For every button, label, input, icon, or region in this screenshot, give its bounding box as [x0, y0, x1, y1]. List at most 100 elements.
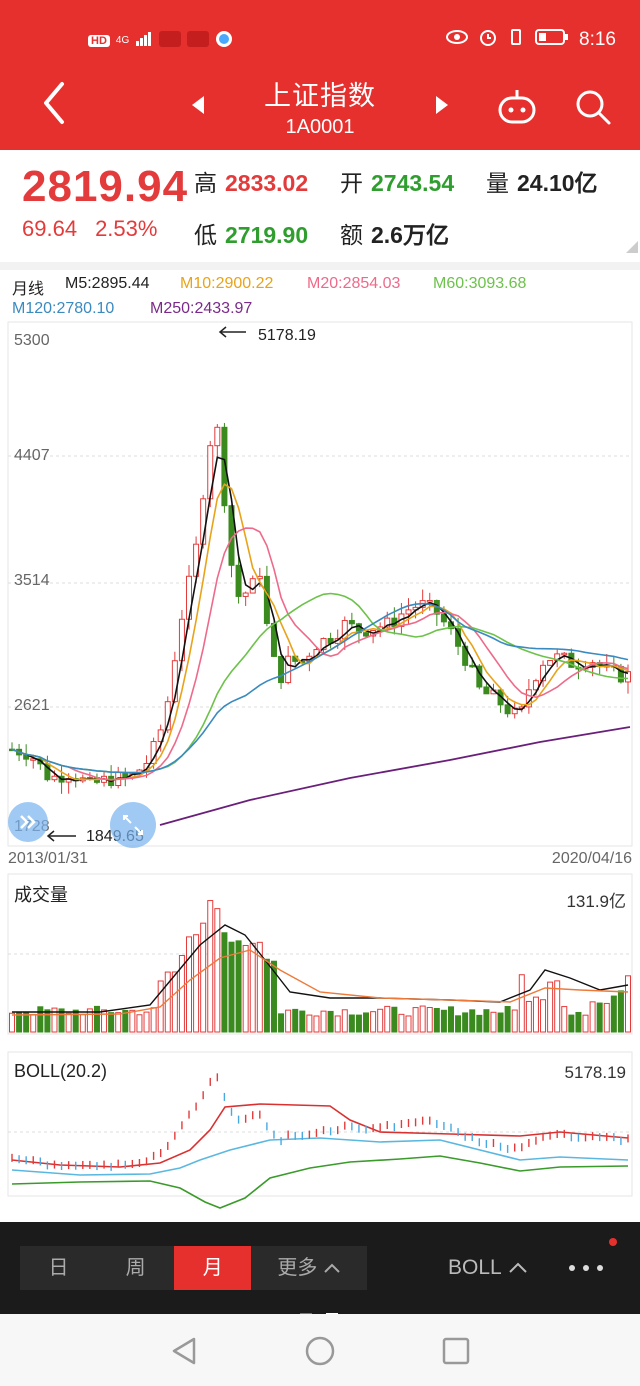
- volume-bar: [37, 1006, 44, 1033]
- robot-assistant-icon[interactable]: [498, 88, 536, 129]
- nav-home-icon[interactable]: [305, 1336, 335, 1371]
- volume-bar: [313, 1015, 320, 1033]
- tab-month[interactable]: 月: [174, 1246, 252, 1290]
- volume-bar: [249, 942, 256, 1033]
- volume-bar: [412, 1007, 419, 1033]
- volume-bar: [370, 1011, 377, 1033]
- back-button[interactable]: [38, 80, 68, 131]
- volume-bar: [440, 1009, 447, 1033]
- candle-body: [405, 609, 412, 615]
- volume-bar: [115, 1012, 122, 1033]
- volume-bar: [596, 1002, 603, 1033]
- volume-bar: [589, 1001, 596, 1033]
- y-tick-label: 4407: [14, 447, 50, 464]
- ma10-line: [11, 483, 629, 781]
- fullscreen-button[interactable]: [110, 802, 156, 848]
- kline-chart-area[interactable]: 月线 M5:2895.44 M10:2900.22 M20:2854.03 M6…: [0, 270, 640, 1220]
- volume-bar: [554, 980, 561, 1033]
- app-notification-icon: [187, 31, 210, 50]
- change-percent: 2.53%: [95, 216, 158, 241]
- candle-body: [440, 613, 447, 623]
- app-header: HD 4G 8:16 上证指数 1A0001: [0, 0, 640, 150]
- boll-panel-frame: [7, 1051, 633, 1197]
- volume-bar: [136, 1014, 143, 1033]
- ma250-legend: M250:2433.97: [150, 300, 253, 317]
- volume-bar: [65, 1012, 72, 1033]
- tab-week[interactable]: 周: [125, 1257, 146, 1279]
- ma60-legend: M60:3093.68: [433, 275, 527, 292]
- nav-recents-icon[interactable]: [442, 1337, 470, 1370]
- boll-max-label: 5178.19: [564, 1063, 626, 1082]
- next-stock-button[interactable]: [434, 94, 450, 121]
- candle-body: [363, 632, 370, 637]
- volume-bar: [23, 1012, 30, 1033]
- current-price: 2819.94: [22, 162, 189, 211]
- y-tick-label: 2621: [14, 697, 50, 714]
- previous-stock-button[interactable]: [190, 94, 206, 121]
- volume-bar: [525, 1000, 532, 1033]
- volume-bar: [540, 999, 547, 1033]
- volume-bar: [44, 1009, 51, 1033]
- volume-bar: [384, 1005, 391, 1033]
- volume-bar: [143, 1011, 150, 1033]
- volume-bar: [419, 1005, 426, 1033]
- vibrate-icon: [507, 28, 525, 52]
- tab-more[interactable]: 更多: [251, 1246, 367, 1290]
- volume-bar: [603, 1002, 610, 1033]
- candle-body: [547, 660, 554, 666]
- nav-back-icon[interactable]: [170, 1336, 198, 1371]
- search-icon[interactable]: [574, 88, 612, 131]
- volume-value: 24.10亿: [517, 170, 598, 196]
- volume-bar: [398, 1013, 405, 1033]
- candle-body: [497, 689, 504, 706]
- volume-bar: [617, 990, 624, 1033]
- volume-bar: [263, 958, 270, 1033]
- period-toolbar: 日 周 月 更多 BOLL: [0, 1222, 640, 1317]
- volume-bar: [270, 960, 277, 1033]
- change-value: 69.64: [22, 216, 78, 241]
- candle-body: [625, 671, 631, 683]
- high-label: 高: [194, 170, 217, 196]
- candle-body: [235, 564, 242, 597]
- volume-field: 量 24.10亿: [486, 164, 598, 198]
- candle-body: [348, 620, 355, 625]
- ma20-legend: M20:2854.03: [307, 275, 401, 292]
- expand-corner-icon[interactable]: [626, 240, 638, 258]
- high-marker-arrowhead: [218, 326, 227, 338]
- volume-bar: [511, 1009, 518, 1033]
- volume-bar: [122, 1009, 129, 1033]
- volume-bar: [306, 1014, 313, 1033]
- volume-bar: [58, 1008, 65, 1033]
- eye-icon: [445, 29, 469, 51]
- price-change: 69.64 2.53%: [22, 216, 157, 242]
- kline-svg: [7, 321, 633, 1209]
- ma120-legend: M120:2780.10: [12, 300, 115, 317]
- volume-bar: [462, 1012, 469, 1033]
- candle-body: [320, 638, 327, 651]
- quote-summary: 2819.94 69.64 2.53% 高 2833.02 开 2743.54 量 24…: [0, 150, 640, 270]
- volume-bar: [178, 954, 185, 1033]
- volume-bar: [532, 996, 539, 1033]
- volume-bar: [504, 1006, 511, 1033]
- more-options-button[interactable]: [566, 1258, 606, 1278]
- boll-upper: [11, 1103, 629, 1168]
- volume-bar: [341, 1009, 348, 1033]
- moving-average-lines: [11, 456, 631, 826]
- volume-ma-lines: [11, 924, 629, 1016]
- tab-day[interactable]: 日: [48, 1257, 69, 1279]
- candle-body: [249, 578, 256, 594]
- candle-body: [51, 775, 58, 781]
- volume-bar: [79, 1014, 86, 1033]
- volume-bar: [320, 1010, 327, 1033]
- volume-bar: [447, 1006, 454, 1033]
- volume-bar: [490, 1011, 497, 1033]
- high-field: 高 2833.02: [194, 164, 308, 198]
- volume-bar: [377, 1008, 384, 1033]
- candle-body: [278, 655, 285, 684]
- indicator-selector[interactable]: BOLL: [448, 1246, 529, 1290]
- volume-bar: [86, 1008, 93, 1033]
- volume-bar: [186, 936, 193, 1033]
- scroll-left-button[interactable]: [8, 802, 48, 842]
- volume-bar: [518, 974, 525, 1033]
- volume-bar: [455, 1015, 462, 1033]
